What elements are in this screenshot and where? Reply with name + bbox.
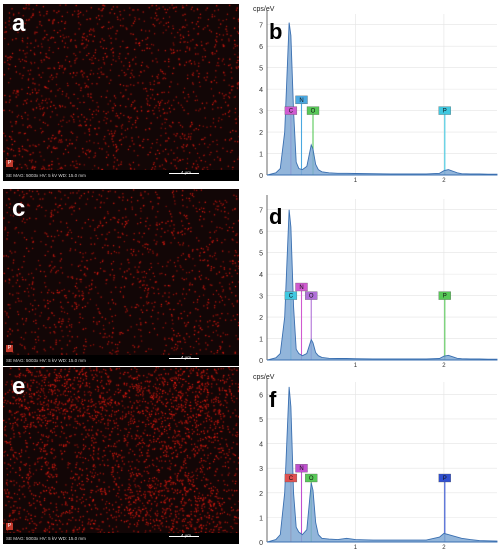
sem-info: SE MAG: 5003x HV: 5 kV WD: 15.0 mm [6,536,86,541]
y-tick-label: 2 [259,130,263,137]
y-tick-label: 0 [259,540,263,547]
sem-info: SE MAG: 5003x HV: 5 kV WD: 15.0 mm [6,173,86,178]
element-marker-label: O [309,294,314,300]
element-marker-label: N [299,466,303,472]
element-marker-box [284,106,298,115]
spectrum-area [266,209,498,361]
sem-info: SE MAG: 5003x HV: 5 kV WD: 15.0 mm [6,358,86,363]
y-tick-label: 2 [259,491,263,498]
y-tick-label: 0 [259,358,263,365]
panel-label: e [12,373,26,400]
element-marker-label: N [299,98,303,104]
panel-label: a [12,10,26,37]
element-marker-label: P [443,294,447,300]
x-tick-label: 1 [354,363,358,368]
y-tick-label: 3 [259,109,263,116]
element-marker-label: C [289,294,294,300]
y-tick-label: 6 [259,392,263,399]
element-marker-box [295,95,308,105]
element-marker-label: C [289,476,294,482]
y-tick-label: 6 [259,229,263,236]
element-chip: P [6,345,13,352]
scale-label: 4 µm [180,533,191,538]
sem-map-e: e P SE MAG: 5003x HV: 5 kV WD: 15.0 mm 4… [3,367,239,544]
element-marker-box [438,106,451,115]
phosphorus-map-canvas [3,189,239,355]
x-tick-label: 1 [354,545,358,550]
element-marker-label: N [299,285,303,291]
y-tick-label: 1 [259,337,263,344]
element-marker-box [284,291,298,300]
y-tick-label: 3 [259,466,263,473]
y-tick-label: 4 [259,442,263,449]
scale-bar [169,173,199,174]
y-tick-label: 3 [259,294,263,301]
y-tick-label: 1 [259,515,263,522]
panel-label: f [269,387,277,412]
x-tick-label: 2 [442,178,446,183]
panel-label: d [269,204,282,229]
y-tick-label: 5 [259,417,263,424]
y-tick-label: 6 [259,44,263,51]
sem-map-c: c P SE MAG: 5003x HV: 5 kV WD: 15.0 mm 4… [3,189,239,366]
element-marker-box [438,473,451,483]
x-tick-label: 2 [442,545,446,550]
y-axis-label: cps/eV [253,6,275,13]
element-chip: P [6,523,13,530]
spectrum-area [266,386,498,543]
element-marker-box [305,473,318,483]
spectrum-area [266,22,498,176]
scale-bar [169,536,199,537]
element-marker-label: C [289,109,294,115]
panel-label: b [269,19,282,44]
sem-footer: SE MAG: 5003x HV: 5 kV WD: 15.0 mm 4 µm [3,355,239,366]
element-marker-box [438,291,451,300]
sem-footer: SE MAG: 5003x HV: 5 kV WD: 15.0 mm 4 µm [3,533,239,544]
y-tick-label: 4 [259,87,263,94]
eds-chart: 0 1 2 3 4 5 6 7 1 2 CNO Pd [259,195,498,368]
eds-chart: 0 1 2 3 4 5 6 7 1 2 cps/eV CN O Pb [253,6,498,183]
element-marker-label: O [309,476,314,482]
scale-label: 4 µm [180,355,191,360]
element-marker-box [284,473,298,483]
element-marker-label: O [311,109,316,115]
x-tick-label: 2 [442,363,446,368]
element-marker-label: P [443,109,447,115]
eds-chart: 0 1 2 3 4 5 6 1 2 cps/eV CNO Pf [253,374,498,550]
scale-label: 4 µm [180,170,191,175]
phosphorus-map-canvas [3,367,239,533]
sem-footer: SE MAG: 5003x HV: 5 kV WD: 15.0 mm 4 µm [3,170,239,181]
element-marker-box [305,291,318,300]
sem-map-a: a P SE MAG: 5003x HV: 5 kV WD: 15.0 mm 4… [3,4,239,181]
element-marker-box [295,464,308,473]
panel-label: c [12,195,26,222]
y-axis-label: cps/eV [253,374,275,381]
phosphorus-map-canvas [3,4,239,170]
y-tick-label: 7 [259,208,263,215]
y-tick-label: 4 [259,272,263,279]
y-tick-label: 0 [259,173,263,180]
y-tick-label: 1 [259,152,263,159]
element-marker-box [306,106,320,115]
y-tick-label: 5 [259,66,263,73]
element-marker-label: P [443,476,447,482]
scale-bar [169,358,199,359]
y-tick-label: 5 [259,251,263,258]
x-tick-label: 1 [354,178,358,183]
y-tick-label: 7 [259,23,263,30]
y-tick-label: 2 [259,315,263,322]
element-marker-box [295,282,308,292]
element-chip: P [6,160,13,167]
